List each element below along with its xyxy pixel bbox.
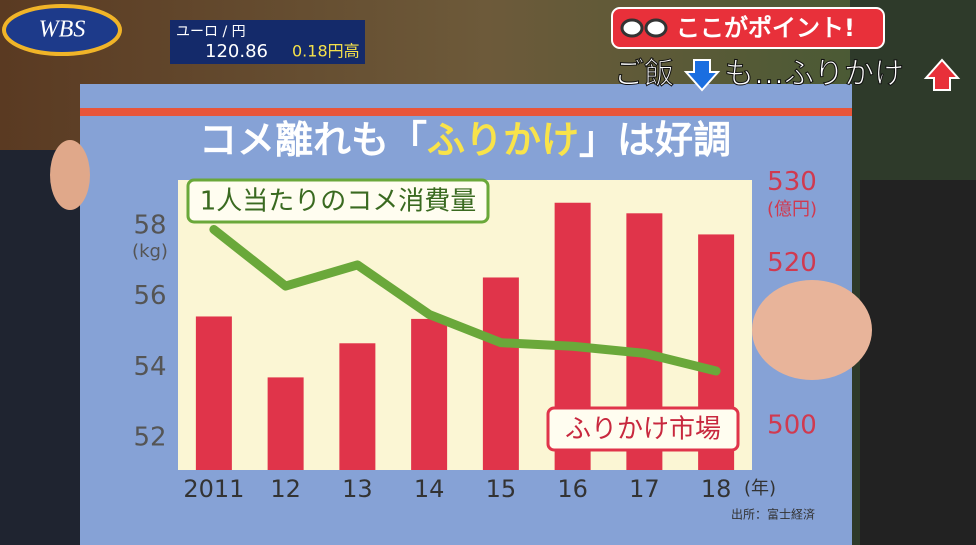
point-title: ここがポイント! <box>676 14 855 42</box>
y-tick-label: 54 <box>133 352 166 382</box>
legend-box <box>546 406 740 452</box>
bar <box>482 277 519 470</box>
currency-pair: ユーロ / 円 <box>176 24 246 40</box>
presenter-right <box>860 180 976 545</box>
point-box <box>611 7 885 49</box>
y2-tick-label: 530 <box>767 167 817 197</box>
y-tick-label: 52 <box>133 423 166 453</box>
y-tick-label: 56 <box>133 281 166 311</box>
x-tick-label: 17 <box>629 475 660 503</box>
x-tick-label: 13 <box>342 475 373 503</box>
title-highlight: ふりかけ <box>427 118 579 162</box>
logo-badge <box>2 4 122 56</box>
point-text: も…ふりかけ <box>724 57 904 92</box>
bar <box>411 318 448 470</box>
ticker-box <box>170 20 365 64</box>
y-tick-label: 58 <box>133 210 166 240</box>
x-tick-label: 14 <box>414 475 445 503</box>
y-unit: (kg) <box>132 241 168 262</box>
logo: WBS <box>39 17 86 43</box>
legend-box <box>186 178 490 224</box>
y2-tick-label: 520 <box>767 248 817 278</box>
rate-change: 0.18円高 <box>292 42 360 61</box>
point-text: ご飯 <box>614 57 674 92</box>
bar <box>339 343 376 470</box>
x-tick-label: 2011 <box>183 475 244 503</box>
down-arrow <box>683 59 721 92</box>
hand <box>50 140 90 210</box>
hand <box>752 280 872 380</box>
source: 出所：富士経済 <box>731 507 815 522</box>
legend-label: 1人当たりのコメ消費量 <box>200 187 477 217</box>
title-part: コメ離れも「 <box>199 118 427 162</box>
chart-title: コメ離れも「ふりかけ」は好調 <box>199 118 731 162</box>
glasses-icon <box>620 18 668 38</box>
title-part: 」は好調 <box>579 118 731 162</box>
presenter-left <box>0 150 90 545</box>
up-arrow <box>923 58 961 91</box>
board-stripe <box>80 108 852 116</box>
x-tick-label: 15 <box>486 475 517 503</box>
x-tick-label: 16 <box>557 475 588 503</box>
x-tick-label: 18 <box>701 475 732 503</box>
x-tick-label: 12 <box>270 475 301 503</box>
bar <box>195 316 232 470</box>
y2-tick-label: 500 <box>767 411 817 441</box>
y2-unit: (億円) <box>767 199 817 220</box>
legend-label: ふりかけ市場 <box>565 415 721 445</box>
rate: 120.86 <box>205 41 268 62</box>
bar <box>267 377 304 470</box>
x-unit: (年) <box>744 478 776 499</box>
line-series <box>209 225 721 376</box>
